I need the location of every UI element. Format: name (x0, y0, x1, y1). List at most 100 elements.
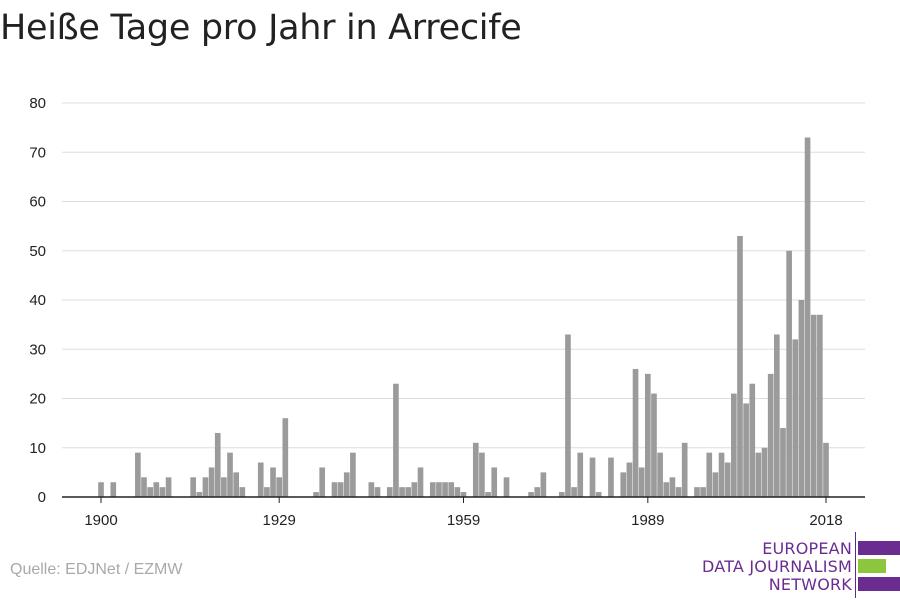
bar-1940 (343, 472, 350, 497)
bar-2004 (737, 235, 743, 497)
y-tick-label: 60 (29, 194, 46, 211)
y-tick-label: 70 (29, 144, 46, 161)
y-tick-label: 0 (38, 489, 46, 506)
y-tick-label: 80 (29, 95, 46, 112)
y-tick-label: 50 (29, 243, 46, 260)
logo-line-2: DATA JOURNALISM (702, 557, 852, 576)
bar-2013 (792, 339, 799, 497)
bar-1998 (700, 487, 706, 497)
y-axis-ticks: 0 10 20 30 40 50 60 70 80 (29, 95, 46, 506)
bar-1975 (558, 492, 565, 497)
bar-2011 (780, 428, 786, 497)
bar-1999 (706, 452, 713, 497)
bar-1935 (313, 492, 319, 497)
bar-1997 (694, 487, 700, 497)
bar-1959 (460, 492, 467, 497)
bar-1936 (319, 467, 326, 497)
bar-2018 (823, 442, 829, 497)
bar-1919 (214, 432, 221, 497)
bar-2001 (718, 452, 725, 497)
logo-divider (855, 532, 856, 598)
x-tick-label: 1989 (631, 512, 664, 529)
bar-1928 (270, 467, 276, 497)
bar-1988 (638, 467, 645, 497)
bar-1957 (448, 482, 455, 497)
bar-1908 (147, 487, 153, 497)
bar-1958 (454, 487, 461, 497)
bar-2010 (774, 334, 780, 497)
bar-1989 (644, 373, 651, 497)
bar-1909 (153, 482, 160, 497)
bar-1945 (374, 487, 381, 497)
bar-1910 (159, 487, 166, 497)
chart-title: Heiße Tage pro Jahr in Arrecife (0, 8, 522, 48)
bar-2005 (743, 403, 749, 497)
bar-1987 (632, 368, 639, 497)
bar-1938 (331, 482, 338, 497)
bar-2017 (817, 314, 823, 497)
bar-1995 (681, 442, 688, 497)
logo-bar-purple-top (858, 541, 900, 555)
source-note: Quelle: EDJNet / EZMW (10, 561, 183, 578)
bar-1978 (577, 452, 584, 497)
bar-1939 (337, 482, 344, 497)
bar-1994 (675, 487, 682, 497)
bar-1916 (196, 492, 203, 497)
bar-1962 (479, 452, 485, 497)
bar-1971 (534, 487, 541, 497)
bar-1970 (528, 492, 534, 497)
bar-1972 (540, 472, 547, 497)
bar-1918 (208, 467, 215, 497)
x-tick-label: 1900 (84, 512, 117, 529)
bar-1906 (135, 452, 141, 497)
bar-2007 (755, 452, 762, 497)
bar-1948 (393, 383, 399, 497)
bar-1923 (239, 487, 246, 497)
bar-1983 (608, 457, 614, 497)
bar-1907 (141, 477, 147, 497)
bar-1977 (571, 487, 577, 497)
logo-line-3: NETWORK (768, 575, 852, 594)
bar-1985 (620, 472, 627, 497)
bar-1922 (233, 472, 239, 497)
x-tick-label: 1959 (447, 512, 480, 529)
bar-2003 (731, 393, 737, 497)
bar-1976 (565, 334, 571, 497)
bar-1944 (368, 482, 375, 497)
bar-1947 (386, 487, 393, 497)
bar-1929 (276, 477, 283, 497)
bar-1920 (221, 477, 227, 497)
bar-1921 (227, 452, 233, 497)
gridlines (62, 102, 865, 449)
bar-2000 (712, 472, 719, 497)
bar-1900 (98, 482, 104, 497)
x-tick-label: 2018 (809, 512, 842, 529)
x-axis-ticks: 1900 1929 1959 1989 2018 (84, 497, 843, 529)
bar-1915 (190, 477, 196, 497)
bar-1952 (417, 467, 424, 497)
x-tick-label: 1929 (262, 512, 295, 529)
y-tick-label: 40 (29, 292, 46, 309)
bar-2008 (761, 447, 768, 497)
bar-2014 (798, 300, 805, 497)
bar-2009 (767, 373, 774, 497)
logo-bar-purple-bottom (858, 577, 900, 591)
bar-1941 (350, 452, 356, 497)
bar-1956 (442, 482, 448, 497)
bar-1917 (202, 477, 209, 497)
bar-1949 (399, 487, 405, 497)
bar-2016 (810, 314, 817, 497)
bar-2015 (804, 137, 811, 497)
bar-1992 (663, 482, 670, 497)
bar-1963 (485, 492, 491, 497)
edjnet-logo[interactable]: EUROPEAN DATA JOURNALISM NETWORK (700, 532, 900, 600)
bar-2002 (724, 462, 731, 497)
bar-1954 (429, 482, 436, 497)
y-tick-label: 20 (29, 391, 46, 408)
bar-2012 (786, 250, 792, 497)
bar-1950 (405, 487, 412, 497)
bar-1986 (626, 462, 633, 497)
bar-1961 (472, 442, 479, 497)
bar-1980 (589, 457, 596, 497)
